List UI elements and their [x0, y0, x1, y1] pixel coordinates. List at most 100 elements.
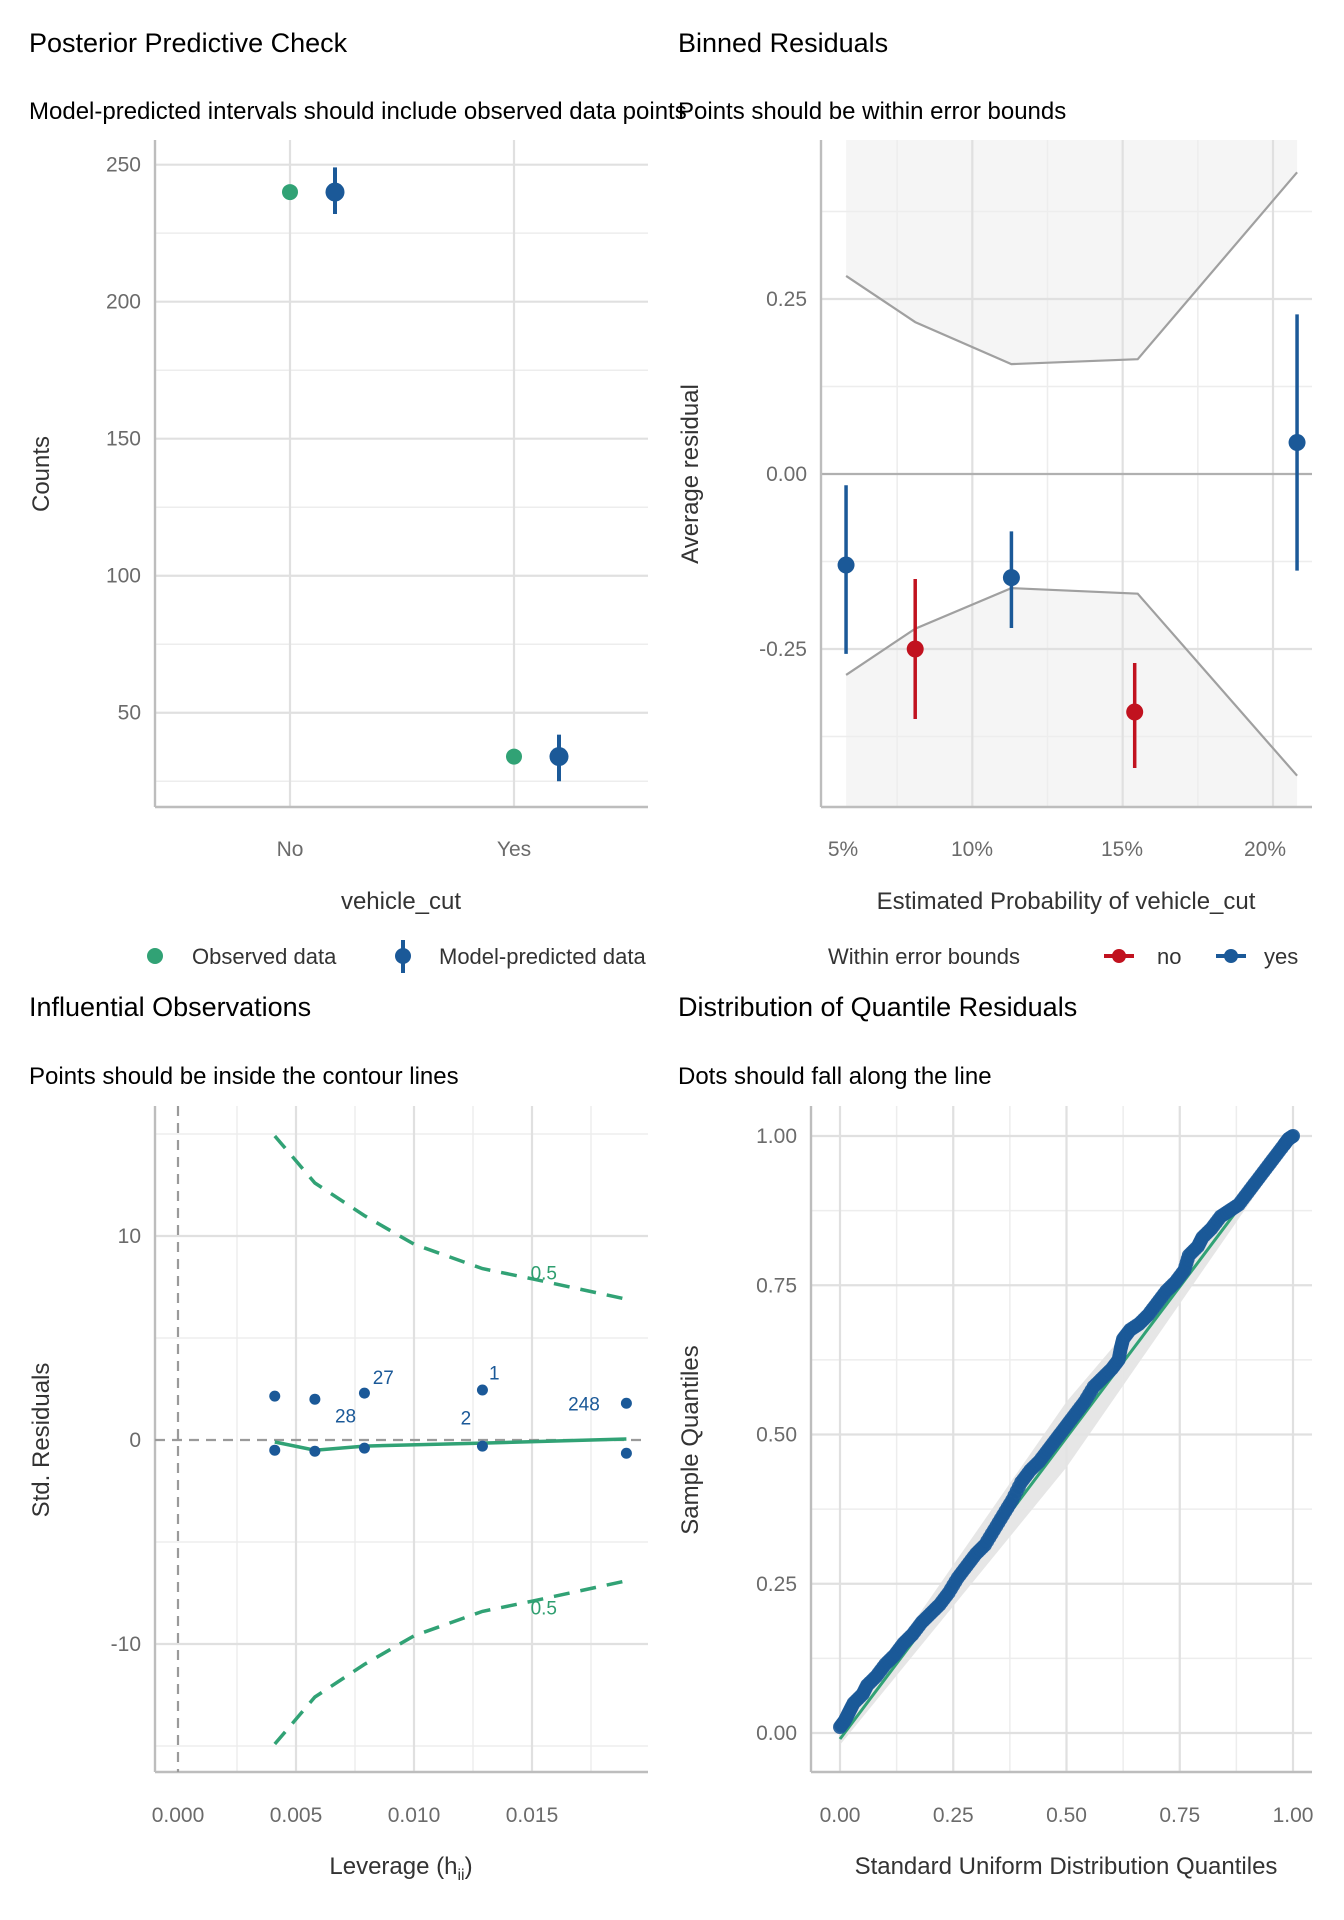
residual-point-yes — [837, 556, 855, 574]
y-tick-label: 0.00 — [756, 1722, 797, 1745]
x-tick-label: 0.00 — [820, 1804, 861, 1827]
y-axis-title: Std. Residuals — [28, 1363, 55, 1518]
observation-point — [620, 1447, 632, 1459]
panel-influential-observations: Influential Observations Points should b… — [28, 992, 648, 1884]
panel-title: Posterior Predictive Check — [29, 28, 348, 58]
error-band-upper — [846, 140, 1298, 365]
y-axis-title: Sample Quantiles — [677, 1345, 704, 1534]
x-axis-title: Leverage (hii) — [329, 1853, 472, 1884]
cook-contour-lower — [273, 1579, 627, 1746]
plot-area: 0.5 0.5 27 28 1 2 248 10 0 -10 0.000 0.005 0.010 0.01… — [111, 1106, 648, 1827]
y-tick-label: 0.25 — [756, 1573, 797, 1596]
observed-point — [282, 184, 298, 201]
legend: Within error bounds no yes — [828, 944, 1298, 969]
residual-point-yes — [1002, 569, 1020, 587]
x-tick-label: No — [277, 838, 304, 861]
x-tick-label: Yes — [497, 838, 531, 861]
legend-predicted-swatch — [395, 948, 411, 964]
plot-area: 50 100 150 200 250 No Yes — [106, 140, 648, 861]
panel-subtitle: Dots should fall along the line — [678, 1063, 992, 1090]
observation-label: 2 — [461, 1409, 472, 1430]
x-tick-label: 0.25 — [933, 1804, 974, 1827]
panel-subtitle: Points should be inside the contour line… — [29, 1063, 459, 1090]
y-tick-label: 200 — [106, 291, 141, 314]
y-tick-label: 150 — [106, 428, 141, 451]
legend-observed-swatch — [147, 948, 163, 964]
legend-label-predicted: Model-predicted data — [439, 944, 646, 969]
plot-area: 0.00 0.25 0.50 0.75 1.00 0.00 0.25 0.50 0.75 1.00 — [756, 1106, 1313, 1827]
observation-label: 27 — [373, 1368, 394, 1389]
x-axis-title-end: ) — [465, 1853, 473, 1880]
observation-point — [476, 1440, 488, 1452]
panel-title: Influential Observations — [29, 992, 311, 1022]
legend-yes-swatch — [1224, 949, 1238, 963]
predicted-point — [549, 747, 569, 767]
x-axis-title-main: Leverage (h — [329, 1853, 457, 1880]
x-tick-label: 0.015 — [506, 1804, 559, 1827]
y-tick-label: 50 — [118, 702, 141, 725]
observation-point — [358, 1442, 370, 1454]
observation-point — [309, 1445, 321, 1457]
error-band-lower — [846, 588, 1298, 807]
legend: Observed data Model-predicted data — [147, 940, 646, 973]
x-axis-title: vehicle_cut — [341, 888, 461, 915]
residual-point-no — [1126, 703, 1144, 721]
y-tick-label: -0.25 — [759, 638, 807, 661]
observation-point — [476, 1384, 488, 1396]
y-tick-label: 10 — [118, 1225, 141, 1248]
x-axis-title: Estimated Probability of vehicle_cut — [877, 888, 1256, 915]
y-tick-label: 0 — [129, 1429, 141, 1452]
quantile-point — [1286, 1129, 1300, 1143]
panel-posterior-predictive-check: Posterior Predictive Check 50 100 150 200 25… — [28, 28, 687, 973]
observation-label: 1 — [489, 1364, 500, 1385]
contour-level-label: 0.5 — [531, 1264, 557, 1285]
observation-point — [269, 1444, 281, 1456]
x-tick-label: 15% — [1101, 838, 1143, 861]
x-tick-label: 0.010 — [388, 1804, 441, 1827]
x-tick-label: 0.000 — [152, 1804, 205, 1827]
y-axis-title: Counts — [28, 436, 55, 512]
legend-label-no: no — [1157, 944, 1181, 969]
y-tick-label: 0.25 — [766, 288, 807, 311]
legend-no-swatch — [1112, 949, 1126, 963]
x-axis-title: Standard Uniform Distribution Quantiles — [855, 1853, 1278, 1880]
y-axis-title: Average residual — [677, 384, 704, 564]
observed-point — [506, 748, 522, 765]
x-axis-title-subscript: ii — [457, 1867, 464, 1884]
residual-point-no — [906, 640, 924, 658]
legend-label-yes: yes — [1264, 944, 1298, 969]
x-tick-label: 0.50 — [1046, 1804, 1087, 1827]
y-tick-label: 250 — [106, 154, 141, 177]
panel-quantile-residuals: Distribution of Quantile Residuals Dots … — [677, 992, 1313, 1880]
x-tick-label: 20% — [1244, 838, 1286, 861]
x-tick-label: 1.00 — [1273, 1804, 1314, 1827]
y-tick-label: 0.00 — [766, 463, 807, 486]
y-tick-label: 0.75 — [756, 1274, 797, 1297]
y-tick-label: 0.50 — [756, 1424, 797, 1447]
legend-label-observed: Observed data — [192, 944, 337, 969]
x-tick-label: 10% — [951, 838, 993, 861]
panel-title: Binned Residuals — [678, 28, 888, 58]
observation-label: 28 — [335, 1407, 356, 1428]
plot-area: 0.25 0.00 -0.25 5% 10% 15% 20% — [759, 140, 1312, 861]
y-tick-label: 100 — [106, 565, 141, 588]
panel-title: Distribution of Quantile Residuals — [678, 992, 1077, 1022]
panel-binned-residuals: Binned Residuals 0.25 0.00 -0.25 5% 10% 15% 20… — [677, 28, 1312, 969]
observation-point — [309, 1393, 321, 1405]
contour-level-label: 0.5 — [531, 1598, 557, 1619]
observation-point — [358, 1387, 370, 1399]
panel-subtitle: Model-predicted intervals should include… — [29, 98, 687, 125]
x-tick-label: 0.75 — [1159, 1804, 1200, 1827]
legend-title: Within error bounds — [828, 944, 1020, 969]
panel-subtitle: Points should be within error bounds — [678, 98, 1066, 125]
y-tick-label: 1.00 — [756, 1125, 797, 1148]
residual-point-yes — [1288, 434, 1306, 451]
observation-point — [620, 1397, 632, 1409]
x-tick-label: 5% — [828, 838, 858, 861]
observation-point — [269, 1390, 281, 1402]
observation-label: 248 — [568, 1394, 600, 1415]
upper-bound-line — [845, 171, 1298, 366]
predicted-point — [325, 182, 345, 202]
y-tick-label: -10 — [111, 1633, 141, 1656]
